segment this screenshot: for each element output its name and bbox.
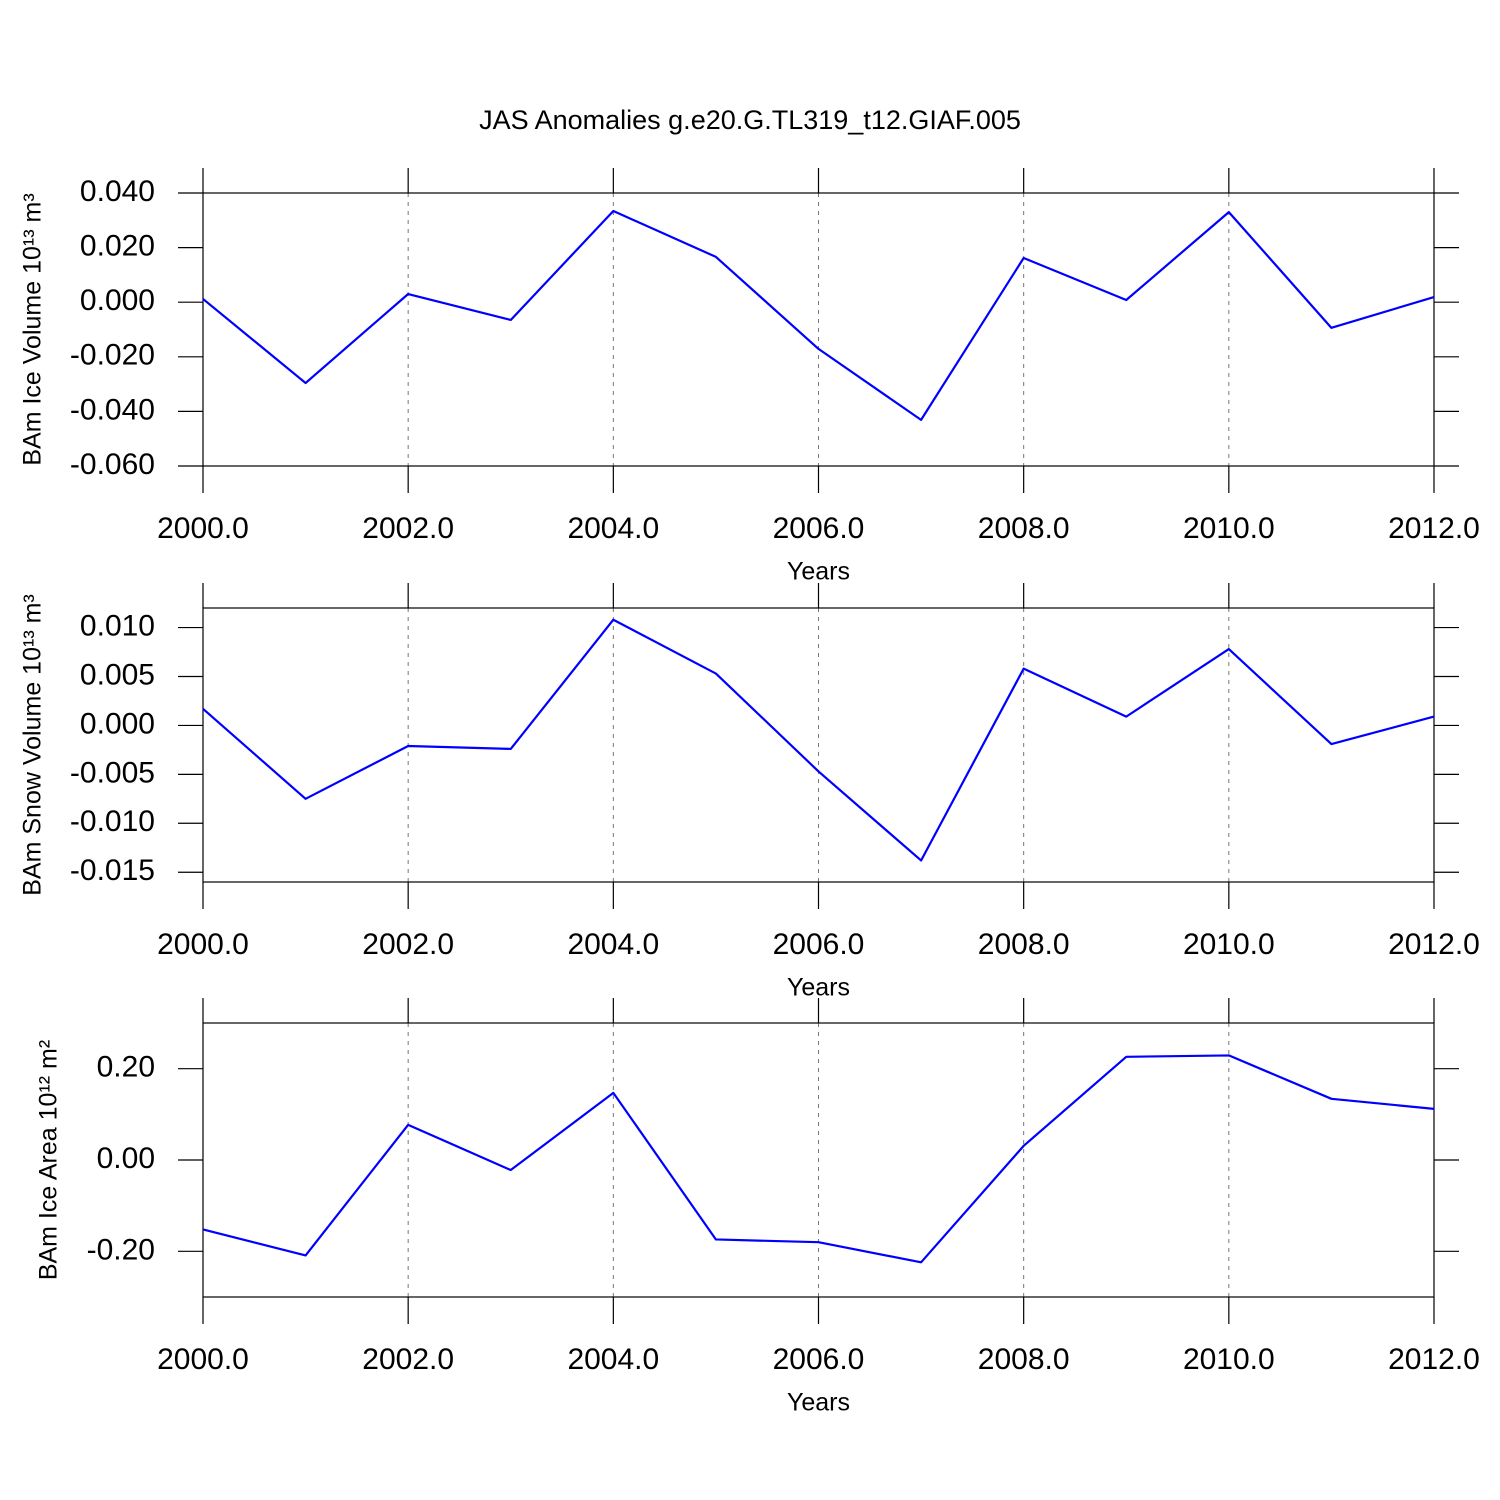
x-tick-label: 2004.0 (567, 1343, 659, 1376)
x-tick-label: 2012.0 (1388, 928, 1480, 961)
y-tick-label: -0.20 (87, 1233, 155, 1266)
x-tick-label: 2006.0 (773, 1343, 865, 1376)
x-tick-label: 2012.0 (1388, 1343, 1480, 1376)
y-tick-label: -0.015 (70, 854, 155, 887)
x-tick-label: 2002.0 (362, 928, 454, 961)
x-tick-label: 2010.0 (1183, 928, 1275, 961)
plot-frame (202, 607, 1435, 883)
data-line (202, 209, 1435, 421)
y-tick-label: 0.020 (80, 230, 155, 263)
y-axis-label: BAm Ice Volume 10¹³ m³ (19, 193, 47, 465)
y-tick-label: 0.005 (80, 658, 155, 691)
chart-title: JAS Anomalies g.e20.G.TL319_t12.GIAF.005 (479, 105, 1021, 135)
y-tick-label: 0.000 (80, 284, 155, 317)
x-tick-label: 2012.0 (1388, 512, 1480, 545)
y-tick-label: -0.010 (70, 805, 155, 838)
x-axis-label: Years (787, 974, 850, 1002)
x-tick-label: 2000.0 (157, 512, 249, 545)
x-tick-label: 2004.0 (567, 928, 659, 961)
data-line (202, 618, 1435, 862)
x-tick-label: 2006.0 (773, 512, 865, 545)
y-tick-label: 0.040 (80, 175, 155, 208)
y-tick-label: 0.010 (80, 609, 155, 642)
x-tick-label: 2002.0 (362, 1343, 454, 1376)
y-axis-label: BAm Snow Volume 10¹³ m³ (19, 594, 47, 896)
x-tick-label: 2008.0 (978, 512, 1070, 545)
x-tick-label: 2000.0 (157, 1343, 249, 1376)
y-tick-label: 0.20 (97, 1051, 155, 1084)
x-tick-label: 2010.0 (1183, 512, 1275, 545)
x-tick-label: 2008.0 (978, 1343, 1070, 1376)
x-tick-label: 2006.0 (773, 928, 865, 961)
x-tick-label: 2010.0 (1183, 1343, 1275, 1376)
y-tick-label: -0.005 (70, 756, 155, 789)
x-tick-label: 2000.0 (157, 928, 249, 961)
x-tick-label: 2004.0 (567, 512, 659, 545)
y-axis-label: BAm Ice Area 10¹² m² (35, 1040, 63, 1280)
y-tick-label: -0.040 (70, 393, 155, 426)
y-tick-label: -0.060 (70, 448, 155, 481)
data-line (202, 1054, 1435, 1264)
x-axis-label: Years (787, 558, 850, 586)
x-axis-label: Years (787, 1389, 850, 1417)
y-tick-label: 0.00 (97, 1142, 155, 1175)
y-tick-label: -0.020 (70, 339, 155, 372)
x-tick-label: 2008.0 (978, 928, 1070, 961)
x-tick-label: 2002.0 (362, 512, 454, 545)
plot-frame (202, 192, 1435, 467)
plot-frame (202, 1022, 1435, 1298)
y-tick-label: 0.000 (80, 707, 155, 740)
